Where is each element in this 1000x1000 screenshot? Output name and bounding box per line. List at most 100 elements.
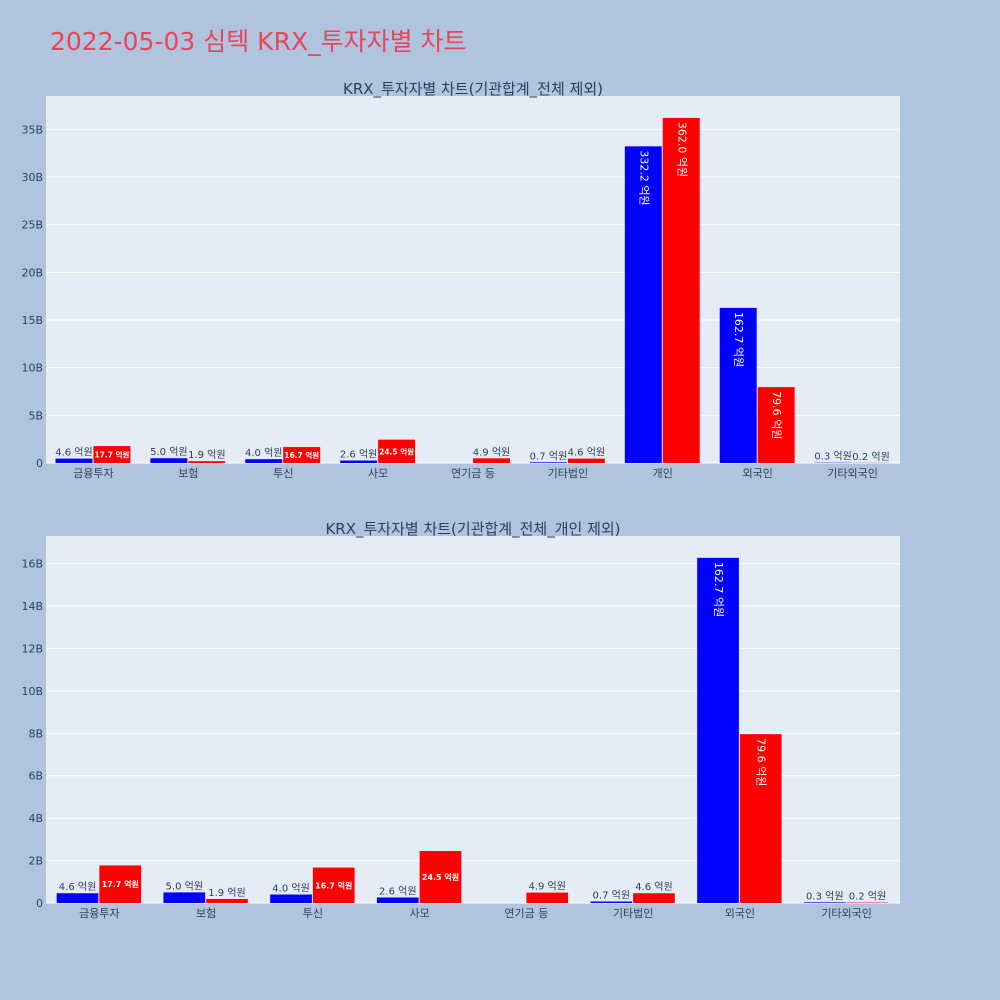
bar <box>245 459 283 463</box>
data-label: 5.0 억원 <box>166 880 203 892</box>
x-tick-label: 금융투자 <box>79 907 119 920</box>
x-tick-label: 사모 <box>368 467 388 480</box>
data-label: 17.7 억원 <box>94 450 129 460</box>
data-label: 16.7 억원 <box>284 450 319 460</box>
chart-title: KRX_투자자별 차트(기관합계_전체 제외) <box>343 80 603 99</box>
y-tick-label: 2B <box>28 855 43 868</box>
bar <box>378 439 416 463</box>
bar <box>283 447 321 463</box>
x-tick-label: 보험 <box>178 467 198 480</box>
data-label: 332.2 억원 <box>637 150 650 205</box>
y-tick-label: 30B <box>21 171 43 184</box>
page-title: 2022-05-03 심텍 KRX_투자자별 차트 <box>50 27 467 56</box>
chart-title: KRX_투자자별 차트(기관합계_전체_개인 제외) <box>325 520 620 539</box>
data-label: 24.5 억원 <box>379 446 414 456</box>
bar <box>473 458 510 463</box>
y-tick-label: 10B <box>21 362 43 375</box>
data-label: 4.9 억원 <box>528 881 565 893</box>
x-tick-label: 보험 <box>196 907 216 920</box>
data-label: 2.6 억원 <box>340 449 377 461</box>
y-tick-label: 4B <box>28 812 43 825</box>
x-tick-label: 금융투자 <box>73 467 113 480</box>
data-label: 0.7 억원 <box>530 450 567 462</box>
data-label: 5.0 억원 <box>150 446 187 458</box>
data-label: 0.3 억원 <box>814 451 851 463</box>
bar <box>163 892 206 903</box>
x-tick-label: 연기금 등 <box>504 907 548 920</box>
y-tick-label: 5B <box>28 409 43 422</box>
y-tick-label: 0 <box>36 457 43 470</box>
y-tick-label: 6B <box>28 770 43 783</box>
bar <box>757 387 795 463</box>
bar <box>803 902 846 903</box>
bar <box>206 898 248 903</box>
bar <box>739 734 782 903</box>
y-tick-label: 25B <box>21 219 43 232</box>
bar <box>312 867 355 903</box>
data-label: 0.2 억원 <box>852 451 889 463</box>
x-tick-label: 기타법인 <box>548 467 588 480</box>
data-label: 4.9 억원 <box>473 446 510 458</box>
data-label: 162.7 억원 <box>712 562 725 617</box>
bar <box>719 307 757 463</box>
bar <box>526 892 569 903</box>
y-tick-label: 20B <box>21 266 43 279</box>
data-label: 0.7 억원 <box>593 890 630 902</box>
y-tick-label: 14B <box>21 600 43 613</box>
bar <box>99 865 142 903</box>
y-tick-label: 12B <box>21 642 43 655</box>
x-tick-label: 연기금 등 <box>451 467 495 480</box>
y-tick-label: 15B <box>21 314 43 327</box>
chart-1: KRX_투자자별 차트(기관합계_전체 제외) 0 5B 10B 15B 20B 25B 30… <box>21 80 900 480</box>
y-tick-label: 16B <box>21 558 43 571</box>
data-label: 79.6 억원 <box>755 738 768 786</box>
x-tick-label: 기타외국인 <box>821 907 872 920</box>
data-label: 4.6 억원 <box>59 881 96 893</box>
data-label: 4.0 억원 <box>272 883 309 895</box>
data-label: 17.7 억원 <box>102 879 139 889</box>
x-tick-label: 외국인 <box>725 907 755 920</box>
data-label: 24.5 억원 <box>422 872 459 882</box>
bar <box>567 458 605 463</box>
bar <box>590 901 633 903</box>
x-tick-label: 사모 <box>410 907 430 920</box>
bar <box>56 893 99 903</box>
data-label: 16.7 억원 <box>315 880 352 890</box>
x-tick-label: 기타법인 <box>613 907 653 920</box>
bar <box>188 461 226 463</box>
bar <box>376 897 419 903</box>
bar <box>624 146 662 463</box>
data-label: 162.7 억원 <box>732 312 745 367</box>
data-label: 0.2 억원 <box>849 891 886 903</box>
bar <box>419 851 462 903</box>
y-tick-label: 8B <box>28 727 43 740</box>
x-tick-label: 외국인 <box>742 467 772 480</box>
data-label: 2.6 억원 <box>379 885 416 897</box>
chart-2: KRX_투자자별 차트(기관합계_전체_개인 제외) 0 2B 4B 6B 8B 10B 12… <box>21 520 900 920</box>
data-label: 4.6 억원 <box>568 447 605 459</box>
data-label: 1.9 억원 <box>188 449 225 461</box>
bar <box>340 460 378 463</box>
bar <box>697 557 739 903</box>
bar <box>662 117 700 463</box>
x-tick-label: 투신 <box>303 907 323 920</box>
data-label: 0.3 억원 <box>806 890 843 902</box>
bar <box>633 893 675 903</box>
data-label: 4.6 억원 <box>635 881 672 893</box>
data-label: 1.9 억원 <box>208 887 245 899</box>
data-label: 4.6 억원 <box>55 447 92 459</box>
bar <box>150 458 188 463</box>
bar <box>270 894 312 903</box>
data-label: 79.6 억원 <box>770 391 783 439</box>
y-tick-label: 0 <box>36 897 43 910</box>
bar <box>93 446 131 463</box>
y-tick-label: 10B <box>21 685 43 698</box>
x-tick-label: 기타외국인 <box>827 467 878 480</box>
bar <box>529 462 567 463</box>
y-tick-label: 35B <box>21 123 43 136</box>
bar <box>55 458 93 463</box>
x-tick-label: 투신 <box>273 467 293 480</box>
x-tick-label: 개인 <box>653 467 673 480</box>
